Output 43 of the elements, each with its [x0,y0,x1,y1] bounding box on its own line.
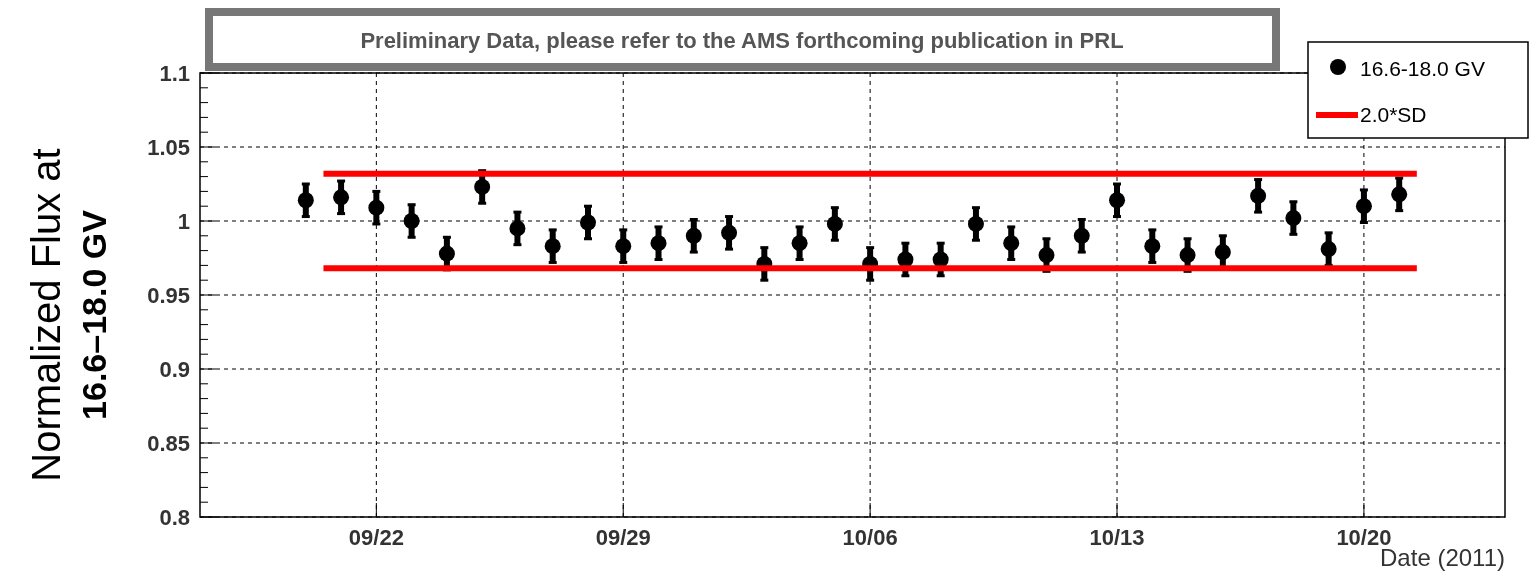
point [1144,238,1161,255]
y-axis-title: Normalized Flux at 16.6–18.0 GV [24,148,113,482]
point [509,220,526,237]
point [1214,244,1231,261]
x-tick-label: 10/06 [842,525,898,550]
point [1109,192,1126,209]
point [368,199,385,216]
y-tick-label: 0.95 [147,282,190,308]
y-tick-label: 1 [177,208,190,234]
point [967,215,984,232]
legend-label: 2.0*SD [1360,103,1427,127]
point [685,227,702,244]
point [297,192,314,209]
point [1038,247,1055,264]
y-tick-label: 1.05 [147,134,190,160]
point [579,214,596,231]
legend-label: 16.6-18.0 GV [1360,57,1485,81]
point [474,178,491,195]
x-tick-label: 10/13 [1089,525,1145,550]
point [1285,210,1302,227]
x-tick-label: 09/22 [348,525,404,550]
point [403,213,420,229]
point [615,238,632,255]
point [1355,198,1372,215]
y-tick-label: 1.1 [159,60,190,86]
point [721,224,738,241]
point [544,238,561,255]
y-tick-label: 0.9 [159,356,190,382]
point [1003,235,1020,252]
point [1073,227,1090,244]
point [791,235,808,252]
point [1320,241,1337,258]
point [1391,186,1408,203]
point [650,235,667,252]
point [1179,247,1196,264]
point [333,189,350,206]
point [826,215,843,232]
point [438,245,455,262]
text: Preliminary Data, please refer to the AMS forthcoming publication in PRL [360,27,1124,53]
y-tick-label: 0.8 [159,504,190,530]
x-tick-label: 09/29 [595,525,651,550]
y-tick-label: 0.85 [147,430,190,456]
point [1250,187,1267,204]
